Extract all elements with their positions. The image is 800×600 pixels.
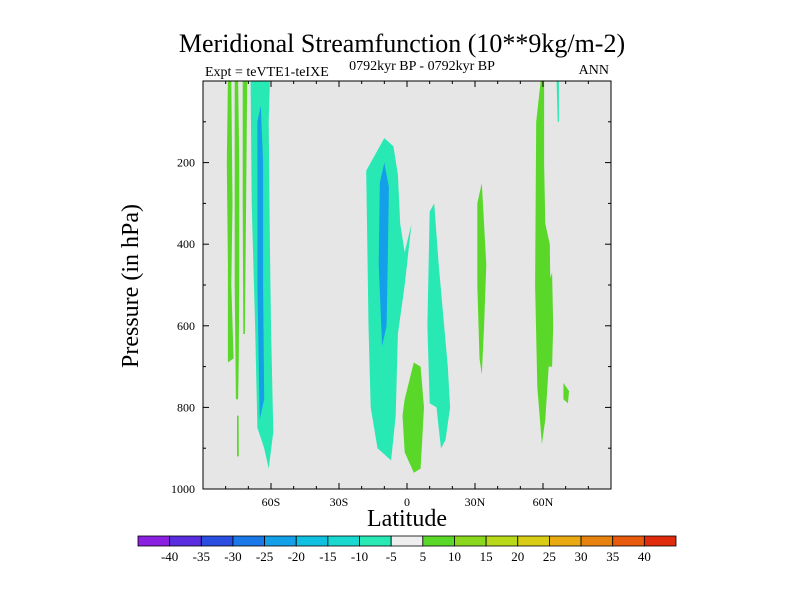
colorbar-swatch bbox=[422, 535, 455, 547]
contour-green-subtropical-north bbox=[477, 183, 487, 375]
colorbar-swatch bbox=[390, 535, 424, 547]
colorbar-label: -25 bbox=[256, 549, 273, 564]
colorbar-swatch bbox=[612, 535, 645, 547]
colorbar-swatch bbox=[295, 535, 329, 547]
contour-green-equatorial-north bbox=[402, 362, 424, 473]
x-tick-label: 30N bbox=[465, 495, 486, 509]
contour-green-strip-south-2 bbox=[234, 81, 240, 400]
contour-green-strip-far-south bbox=[226, 81, 234, 363]
y-axis-label: Pressure (in hPa) bbox=[118, 204, 144, 368]
x-tick-label: 60S bbox=[262, 495, 281, 509]
y-tick-label: 1000 bbox=[171, 482, 195, 496]
colorbar-label: -40 bbox=[161, 549, 178, 564]
colorbar-label: 20 bbox=[511, 549, 524, 564]
colorbar-label: 30 bbox=[575, 549, 588, 564]
contour-green-strip-south-3 bbox=[237, 415, 239, 457]
colorbar-label: -20 bbox=[288, 549, 305, 564]
chart-title: Meridional Streamfunction (10**9kg/m-2) bbox=[179, 29, 625, 58]
colorbar-swatch bbox=[580, 535, 614, 547]
subtitle-right: ANN bbox=[579, 63, 609, 78]
contour-green-northern-fragment-1 bbox=[547, 272, 554, 367]
colorbar-swatch bbox=[485, 535, 519, 547]
colorbar-swatch bbox=[137, 535, 171, 547]
colorbar-label: 10 bbox=[448, 549, 461, 564]
x-tick-label: 30S bbox=[330, 495, 349, 509]
colorbar-label: -10 bbox=[351, 549, 368, 564]
colorbar-swatch bbox=[264, 535, 297, 547]
contour-blue-southern-core bbox=[257, 105, 265, 420]
y-tick-label: 800 bbox=[177, 400, 195, 414]
y-tick-label: 600 bbox=[177, 319, 195, 333]
colorbar-swatch bbox=[200, 535, 234, 547]
contour-cyan-equatorial-north bbox=[427, 203, 451, 449]
colorbar-label: -35 bbox=[193, 549, 210, 564]
y-tick-label: 400 bbox=[177, 237, 195, 251]
colorbar-swatch bbox=[517, 535, 550, 547]
colorbar-label: 35 bbox=[606, 549, 619, 564]
contour-green-strip-south-4 bbox=[242, 81, 248, 334]
x-tick-label: 60N bbox=[533, 495, 554, 509]
contour-blue-equatorial-core bbox=[378, 162, 389, 347]
colorbar-swatch bbox=[327, 535, 360, 547]
contour-green-northern-polar bbox=[535, 81, 551, 445]
colorbar-label: 25 bbox=[543, 549, 556, 564]
colorbar-swatch bbox=[359, 535, 392, 547]
colorbar-swatch bbox=[549, 535, 582, 547]
colorbar-label: -15 bbox=[319, 549, 336, 564]
subtitle-center: 0792kyr BP - 0792kyr BP bbox=[349, 59, 495, 74]
colorbar-label: -5 bbox=[386, 549, 397, 564]
colorbar: -40 -35 -30 -25 -20 -15 -10 -5 5 10 15 20 25 30 35 40 bbox=[137, 535, 677, 564]
colorbar-label: -30 bbox=[224, 549, 241, 564]
colorbar-swatch bbox=[169, 535, 202, 547]
colorbar-label: 40 bbox=[638, 549, 651, 564]
colorbar-swatch bbox=[232, 535, 265, 547]
contour-cyan-northern-sliver bbox=[556, 81, 559, 122]
colorbar-swatch bbox=[643, 535, 677, 547]
x-axis-label: Latitude bbox=[367, 506, 447, 532]
subtitle-left: Expt = teVTE1-teIXE bbox=[205, 65, 329, 80]
plot-area: 60S 30S 0 30N 60N 200 400 600 800 1000 bbox=[171, 80, 612, 509]
colorbar-label: 15 bbox=[480, 549, 493, 564]
contour-cyan-equatorial-south bbox=[366, 138, 412, 461]
colorbar-label: 5 bbox=[420, 549, 427, 564]
contour-green-northern-fragment-2 bbox=[563, 382, 570, 404]
colorbar-swatch bbox=[454, 535, 487, 547]
y-tick-label: 200 bbox=[177, 156, 195, 170]
x-tick-label: 0 bbox=[404, 495, 410, 509]
